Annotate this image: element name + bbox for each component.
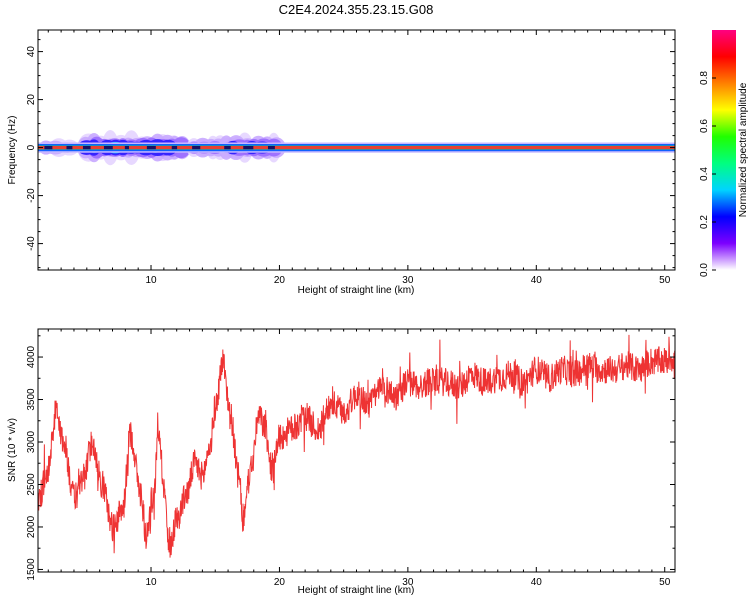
spectral-gap-segment — [146, 146, 156, 150]
snr-x-tick-label: 40 — [531, 577, 543, 588]
spectral-gap-segment — [103, 146, 113, 150]
spectral-gap-segment — [224, 146, 231, 150]
colorbar-tick-label: 0.8 — [699, 71, 710, 85]
spectrogram-y-tick-label: 20 — [26, 94, 37, 106]
snr-x-label: Height of straight line (km) — [298, 585, 415, 596]
colorbar-tick-label: 0.6 — [699, 119, 710, 133]
spectrogram-x-tick-label: 20 — [274, 275, 286, 286]
spectral-gap-segment — [66, 146, 73, 150]
spectrogram-panel: 10 20 30 40 50 -40 -20 0 20 40 Height of straight… — [7, 29, 676, 296]
spectral-gap-segment — [243, 146, 254, 150]
snr-y-tick-label: 3500 — [26, 388, 37, 411]
spectral-gap-segment — [82, 146, 91, 150]
colorbar-label: Normalized spectral amplitude — [738, 82, 749, 217]
figure-title: C2E4.2024.355.23.15.G08 — [279, 2, 434, 17]
spectral-gap-segment — [44, 146, 53, 150]
snr-x-tick-label: 10 — [145, 577, 157, 588]
colorbar-tick-label: 0.4 — [699, 167, 710, 181]
colorbar: 0.0 0.2 0.4 0.6 0.8 Normalized spectral ampl… — [699, 30, 749, 277]
colorbar-scale — [712, 30, 736, 270]
snr-y-tick-label: 1500 — [26, 558, 37, 581]
signal-core-line — [38, 146, 675, 150]
spectrogram-x-tick-label: 30 — [402, 275, 414, 286]
spectrogram-y-tick-label: 40 — [26, 46, 37, 58]
spectrogram-y-label: Frequency (Hz) — [7, 116, 18, 185]
snr-series-line — [38, 334, 675, 558]
spectrogram-x-label: Height of straight line (km) — [298, 285, 415, 296]
snr-x-tick-label: 20 — [274, 577, 286, 588]
snr-panel: 10 20 30 40 50 1500 2000 2500 3000 3500 4000 Heigh… — [7, 328, 676, 596]
spectrogram-x-tick-label: 50 — [659, 275, 671, 286]
snr-y-tick-label: 3000 — [26, 430, 37, 453]
snr-x-tick-label: 50 — [659, 577, 671, 588]
spectrogram-x-tick-label: 10 — [145, 275, 157, 286]
spectrogram-y-tick-label: -20 — [26, 188, 37, 203]
snr-y-tick-label: 2000 — [26, 515, 37, 538]
spectral-gap-segment — [124, 146, 129, 150]
spectral-gap-segment — [171, 146, 178, 150]
spectrogram-y-tick-label: 0 — [26, 144, 37, 150]
spectral-gap-segment — [192, 146, 201, 150]
colorbar-tick-label: 0.2 — [699, 215, 710, 229]
snr-y-tick-label: 2500 — [26, 473, 37, 496]
snr-y-label: SNR (10 * v/v) — [7, 418, 18, 482]
snr-y-tick-label: 4000 — [26, 345, 37, 368]
colorbar-tick-label: 0.0 — [699, 263, 710, 277]
spectral-gap-segment — [267, 146, 275, 150]
spectrogram-x-tick-label: 40 — [531, 275, 543, 286]
spectrogram-y-tick-label: -40 — [26, 236, 37, 251]
snr-x-tick-label: 30 — [402, 577, 414, 588]
